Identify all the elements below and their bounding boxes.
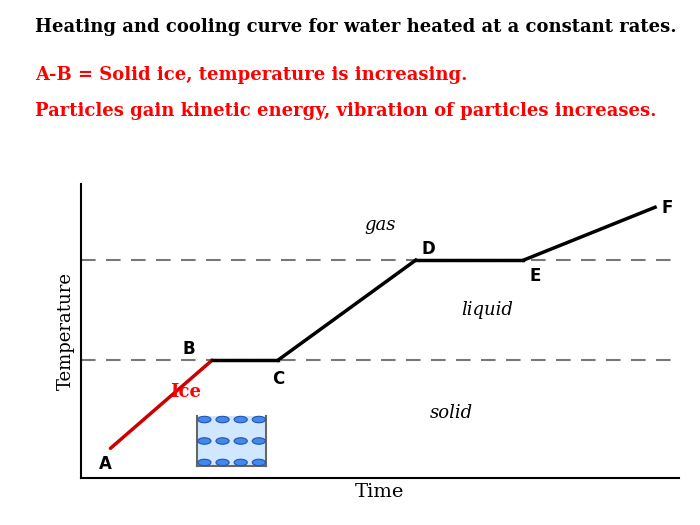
Text: A-B = Solid ice, temperature is increasing.: A-B = Solid ice, temperature is increasi… [35,66,468,83]
Circle shape [216,416,229,423]
Y-axis label: Temperature: Temperature [57,272,75,390]
Text: liquid: liquid [461,301,513,319]
Circle shape [216,438,229,444]
Text: D: D [421,240,435,258]
Circle shape [252,416,265,423]
Text: F: F [661,199,673,217]
Text: gas: gas [364,216,395,234]
Circle shape [234,416,247,423]
Text: B: B [182,340,195,358]
Circle shape [198,438,211,444]
Text: Heating and cooling curve for water heated at a constant rates.: Heating and cooling curve for water heat… [35,18,677,36]
Text: C: C [272,370,284,387]
Circle shape [198,459,211,466]
Circle shape [234,438,247,444]
Polygon shape [197,416,266,466]
Text: solid: solid [430,404,473,422]
Circle shape [234,459,247,466]
Circle shape [252,459,265,466]
Text: E: E [529,267,540,285]
Text: Particles gain kinetic energy, vibration of particles increases.: Particles gain kinetic energy, vibration… [35,102,657,120]
Text: Ice: Ice [169,383,201,402]
X-axis label: Time: Time [355,484,405,501]
Circle shape [198,416,211,423]
Text: A: A [99,455,111,473]
Circle shape [216,459,229,466]
Circle shape [252,438,265,444]
